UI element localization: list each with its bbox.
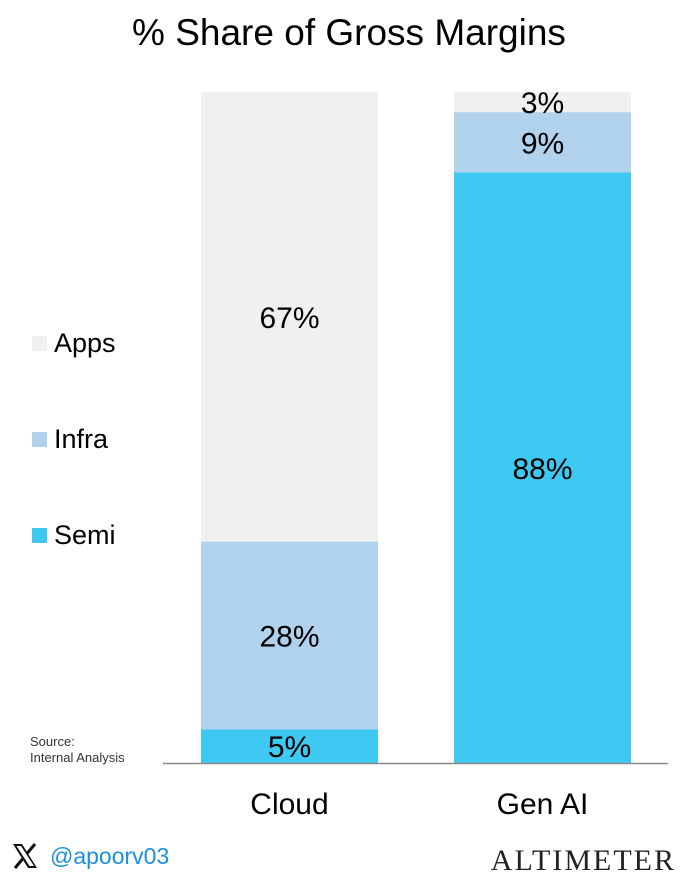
data-label: 88% <box>512 453 572 486</box>
social-handle[interactable]: @apoorv03 <box>10 838 169 874</box>
chart-title: % Share of Gross Margins <box>132 12 566 53</box>
legend-label: Apps <box>54 327 116 358</box>
data-label: 5% <box>268 731 311 764</box>
bar-apps-cloud <box>201 92 378 542</box>
bar-semi-cloud <box>201 729 378 763</box>
data-label: 67% <box>259 302 319 335</box>
bar-apps-gen-ai <box>454 92 631 113</box>
data-label: 3% <box>521 87 564 120</box>
legend-item-apps: Apps <box>32 328 116 358</box>
legend-item-semi: Semi <box>32 520 116 550</box>
x-logo-icon <box>13 843 37 869</box>
data-label: 9% <box>521 127 564 160</box>
legend-swatch <box>32 431 47 447</box>
legend-label: Infra <box>54 423 109 454</box>
bar-infra-cloud <box>201 541 378 730</box>
legend-swatch <box>32 335 47 351</box>
bar-infra-gen-ai <box>454 112 631 173</box>
data-label: 28% <box>259 621 319 654</box>
handle-text[interactable]: @apoorv03 <box>50 842 170 869</box>
source-note: Source: Internal Analysis <box>30 734 125 766</box>
x-tick-label: Gen AI <box>497 788 589 821</box>
source-label: Source: <box>30 734 75 749</box>
bar-semi-gen-ai <box>454 172 631 763</box>
legend-label: Semi <box>54 519 116 550</box>
source-value: Internal Analysis <box>30 750 125 765</box>
brand-logo: ALTIMETER <box>490 844 676 877</box>
legend-item-infra: Infra <box>32 424 108 454</box>
x-tick-label: Cloud <box>250 788 328 821</box>
legend-swatch <box>32 527 47 543</box>
